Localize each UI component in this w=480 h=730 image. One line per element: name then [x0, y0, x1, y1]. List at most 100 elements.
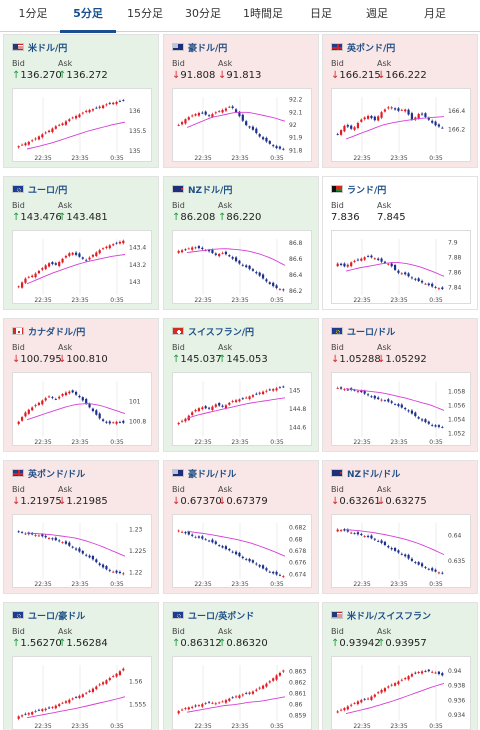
- moving-average-line: [345, 388, 445, 411]
- tab-5min[interactable]: 5分足: [60, 0, 116, 33]
- currency-pair-link[interactable]: スイスフラン/円: [172, 325, 254, 338]
- currency-pair-link[interactable]: NZドル/円: [172, 183, 232, 196]
- rate-card[interactable]: NZドル/円 Bid Ask ↑86.208 ↑86.220 22:35 23:35 0:35…: [163, 176, 319, 310]
- candle-body: [441, 427, 444, 428]
- tab-1hour[interactable]: 1時間足: [243, 7, 283, 20]
- rate-card[interactable]: 英ポンド/円 Bid Ask ↓166.215 ↓166.222 22:35 23:35 0:…: [322, 34, 478, 168]
- candle-body: [105, 566, 108, 570]
- candlestick-chart[interactable]: 22:35 23:35 0:35 1.058 1.056 1.054 1.052: [331, 372, 471, 446]
- up-arrow-icon: ↑: [172, 212, 181, 223]
- candle-body: [397, 270, 400, 273]
- rate-card[interactable]: ユーロ/英ポンド Bid Ask ↑0.86312 ↑0.86320 22:35 23:35…: [163, 602, 319, 730]
- candle-body: [187, 531, 190, 535]
- candlestick-chart[interactable]: 22:35 23:35 0:35 0.64 0.635: [331, 514, 471, 588]
- rate-card[interactable]: NZドル/ドル Bid Ask ↓0.63261 ↓0.63275 22:35 23:35 0…: [322, 460, 478, 594]
- rate-card[interactable]: スイスフラン/円 Bid Ask ↑145.037 ↑145.053 22:35 23:35…: [163, 318, 319, 452]
- candle-body: [34, 711, 37, 712]
- candle-body: [221, 701, 224, 703]
- currency-pair-link[interactable]: 豪ドル/円: [172, 41, 227, 54]
- currency-pair-link[interactable]: ユーロ/豪ドル: [12, 609, 85, 622]
- candle-body: [255, 393, 258, 395]
- tab-daily[interactable]: 日足: [310, 7, 332, 20]
- rate-card[interactable]: カナダドル/円 Bid Ask ↓100.795 ↓100.810 22:35 23:35 0…: [3, 318, 159, 452]
- candle-body: [373, 538, 376, 540]
- candlestick-chart[interactable]: 22:35 23:35 0:35 143.4 143.2 143: [12, 230, 152, 304]
- tab-30min[interactable]: 30分足: [185, 7, 221, 20]
- currency-pair-link[interactable]: ユーロ/英ポンド: [172, 609, 254, 622]
- candlestick-chart[interactable]: 22:35 23:35 0:35 92.2 92.1 92 91.9 91.8: [172, 88, 312, 162]
- x-tick-label: 22:35: [194, 723, 211, 730]
- x-tick-label: 23:35: [71, 581, 88, 588]
- rate-card[interactable]: ユーロ/ドル Bid Ask ↓1.05288 ↓1.05292 22:35 23:35 0:…: [322, 318, 478, 452]
- rate-card[interactable]: ランド/円 Bid Ask 7.836 7.845 22:35 23:35 0:35 7.9 7.…: [322, 176, 478, 310]
- rate-card[interactable]: 豪ドル/円 Bid Ask ↓91.808 ↓91.813 22:35 23:35 0:35 9…: [163, 34, 319, 168]
- x-tick-label: 23:35: [71, 439, 88, 446]
- candle-body: [108, 421, 111, 424]
- candle-body: [228, 106, 231, 108]
- candle-body: [218, 545, 221, 546]
- candle-body: [400, 404, 403, 408]
- x-tick-label: 22:35: [34, 723, 51, 730]
- tab-15min[interactable]: 15分足: [127, 7, 163, 20]
- candle-body: [61, 542, 64, 543]
- currency-pair-link[interactable]: ランド/円: [331, 183, 386, 196]
- currency-pair-link[interactable]: 米ドル/スイスフラン: [331, 609, 431, 622]
- candle-body: [387, 107, 390, 109]
- candle-body: [343, 389, 346, 391]
- candlestick-chart[interactable]: 22:35 23:35 0:35 0.863 0.862 0.861 0.86 0.859: [172, 656, 312, 730]
- candle-body: [20, 417, 24, 421]
- currency-pair-link[interactable]: 豪ドル/ドル: [172, 467, 236, 480]
- candle-body: [414, 412, 417, 417]
- x-tick-label: 0:35: [270, 155, 284, 162]
- candlestick-chart[interactable]: 22:35 23:35 0:35 7.9 7.88 7.86 7.84: [331, 230, 471, 304]
- ask-value: ↑86.220: [218, 212, 261, 223]
- rate-card[interactable]: 豪ドル/ドル Bid Ask ↓0.67370 ↓0.67379 22:35 23:35 0:…: [163, 460, 319, 594]
- rate-card[interactable]: ユーロ/豪ドル Bid Ask ↑1.56270 ↑1.56284 22:35 23:35 0…: [3, 602, 159, 730]
- candle-body: [47, 263, 51, 267]
- x-tick-label: 0:35: [270, 581, 284, 588]
- candle-body: [360, 533, 363, 536]
- candlestick-chart[interactable]: 22:35 23:35 0:35 145 144.8 144.6: [172, 372, 312, 446]
- bid-value: ↑0.93942: [331, 638, 381, 649]
- currency-pair-link[interactable]: 米ドル/円: [12, 41, 67, 54]
- rate-card[interactable]: 米ドル/円 Bid Ask ↑136.270 ↑136.272 22:35 23:35 0:3…: [3, 34, 159, 168]
- candlestick-chart[interactable]: 22:35 23:35 0:35 86.8 86.6 86.4 86.2: [172, 230, 312, 304]
- candlestick-chart[interactable]: 22:35 23:35 0:35 1.23 1.225 1.22: [12, 514, 152, 588]
- bid-price: 0.63261: [339, 496, 381, 507]
- rate-card[interactable]: ユーロ/円 Bid Ask ↑143.476 ↑143.481 22:35 23:35 0:3…: [3, 176, 159, 310]
- candlestick-chart[interactable]: 22:35 23:35 0:35 0.94 0.938 0.936 0.934: [331, 656, 471, 730]
- candlestick-chart[interactable]: 22:35 23:35 0:35 1.56 1.555: [12, 656, 152, 730]
- candle-body: [275, 146, 278, 149]
- candle-body: [71, 546, 74, 548]
- candle-body: [343, 708, 346, 711]
- candlestick-chart[interactable]: 22:35 23:35 0:35 101 100.8: [12, 372, 152, 446]
- y-tick-label: 0.676: [289, 560, 306, 567]
- currency-pair-link[interactable]: ユーロ/ドル: [331, 325, 395, 338]
- currency-pair-link[interactable]: カナダドル/円: [12, 325, 85, 338]
- chart-canvas: 22:35 23:35 0:35 0.863 0.862 0.861 0.86 0.859: [177, 665, 306, 730]
- candle-body: [218, 403, 221, 406]
- candle-body: [177, 711, 180, 714]
- candle-body: [390, 548, 393, 550]
- currency-pair-link[interactable]: 英ポンド/円: [331, 41, 395, 54]
- bid-price: 1.05288: [339, 354, 381, 365]
- candlestick-chart[interactable]: 22:35 23:35 0:35 166.4 166.2: [331, 88, 471, 162]
- rate-card[interactable]: 英ポンド/ドル Bid Ask ↓1.21975 ↓1.21985 22:35 23:35 0…: [3, 460, 159, 594]
- candle-body: [24, 412, 27, 417]
- rate-card[interactable]: 米ドル/スイスフラン Bid Ask ↑0.93942 ↑0.93957 22:35 23:…: [322, 602, 478, 730]
- candlestick-chart[interactable]: 22:35 23:35 0:35 0.682 0.68 0.678 0.676 0.674: [172, 514, 312, 588]
- candle-body: [434, 425, 437, 427]
- currency-pair-link[interactable]: 英ポンド/ドル: [12, 467, 85, 480]
- candle-body: [370, 696, 373, 700]
- candle-body: [47, 130, 51, 132]
- candle-body: [115, 242, 118, 244]
- candlestick-chart[interactable]: 22:35 23:35 0:35 136 135.5 135: [12, 88, 152, 162]
- candle-body: [44, 398, 47, 401]
- candle-body: [81, 112, 84, 114]
- candle-body: [118, 422, 122, 423]
- currency-pair-link[interactable]: NZドル/ドル: [331, 467, 400, 480]
- currency-pair-link[interactable]: ユーロ/円: [12, 183, 67, 196]
- tab-weekly[interactable]: 週足: [366, 7, 388, 20]
- tab-monthly[interactable]: 月足: [424, 7, 446, 20]
- tab-1min[interactable]: 1分足: [18, 7, 48, 20]
